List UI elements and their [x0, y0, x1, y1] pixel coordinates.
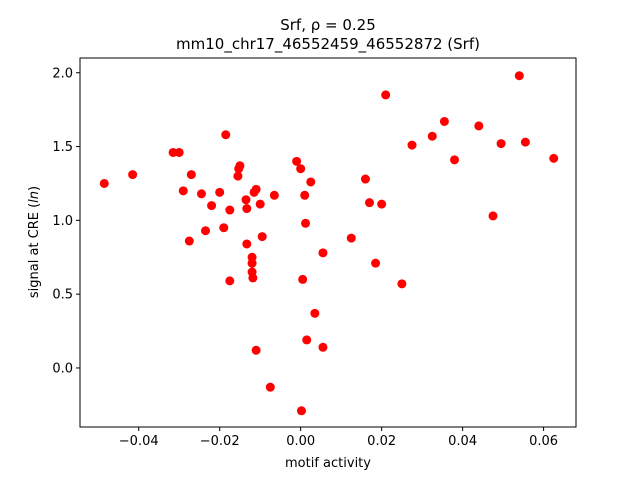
- data-point-29: [257, 232, 267, 242]
- data-point-24: [248, 273, 258, 283]
- data-point-49: [397, 279, 407, 289]
- data-point-18: [241, 195, 251, 205]
- data-point-30: [265, 382, 275, 392]
- data-point-0: [99, 178, 109, 188]
- data-point-44: [360, 174, 370, 184]
- data-point-57: [514, 71, 524, 81]
- data-points: [99, 71, 559, 416]
- data-point-6: [186, 170, 196, 180]
- data-point-37: [301, 218, 311, 228]
- data-point-5: [184, 236, 194, 246]
- data-point-10: [215, 187, 225, 197]
- data-point-58: [520, 137, 530, 147]
- data-point-26: [251, 184, 261, 194]
- data-point-52: [439, 116, 449, 126]
- y-tick-label-0: 0.0: [52, 361, 73, 376]
- data-point-1: [128, 170, 138, 180]
- x-tick-label-2: 0.00: [286, 434, 315, 449]
- data-point-48: [381, 90, 391, 100]
- data-point-33: [296, 164, 306, 174]
- data-point-43: [346, 233, 356, 243]
- y-axis-label: signal at CRE (ln): [27, 186, 42, 298]
- y-axis-ticks: 0.0 0.5 1.0 1.5 2.0: [52, 66, 80, 376]
- data-point-59: [549, 153, 559, 163]
- plot-frame: [79, 57, 577, 428]
- data-point-38: [302, 335, 312, 345]
- data-point-42: [318, 342, 328, 352]
- data-point-46: [371, 258, 381, 268]
- data-point-55: [488, 211, 498, 221]
- data-point-13: [225, 205, 235, 215]
- data-point-34: [296, 406, 306, 416]
- data-point-12: [221, 130, 231, 140]
- chart-subtitle: mm10_chr17_46552459_46552872 (Srf): [176, 35, 480, 54]
- data-point-56: [496, 139, 506, 149]
- data-point-31: [269, 190, 279, 200]
- y-tick-label-3: 1.5: [52, 140, 73, 155]
- x-tick-label-1: −0.02: [200, 434, 240, 449]
- x-axis-ticks: −0.04 −0.02 0.00 0.02 0.04 0.06: [119, 427, 558, 449]
- chart-title: Srf, ρ = 0.25: [280, 16, 376, 34]
- data-point-4: [178, 186, 188, 196]
- data-point-22: [247, 258, 257, 268]
- data-point-36: [300, 190, 310, 200]
- data-point-35: [298, 274, 308, 284]
- data-point-20: [242, 239, 252, 249]
- data-point-14: [225, 276, 235, 286]
- data-point-51: [427, 131, 437, 141]
- data-point-28: [255, 199, 265, 209]
- data-point-8: [201, 226, 211, 236]
- x-tick-label-0: −0.04: [119, 434, 159, 449]
- x-axis-label: motif activity: [285, 456, 371, 471]
- data-point-45: [365, 198, 374, 208]
- data-point-40: [310, 308, 320, 318]
- data-point-41: [318, 248, 328, 258]
- data-point-17: [235, 161, 245, 171]
- data-point-47: [377, 199, 387, 209]
- data-point-53: [450, 155, 460, 165]
- x-tick-label-4: 0.04: [448, 434, 477, 449]
- data-point-32: [292, 156, 302, 166]
- data-point-50: [407, 140, 417, 150]
- data-point-19: [242, 204, 252, 214]
- y-tick-label-1: 0.5: [52, 288, 73, 303]
- y-tick-label-2: 1.0: [52, 214, 73, 229]
- data-point-7: [196, 189, 206, 199]
- data-point-54: [474, 121, 484, 131]
- data-point-3: [174, 147, 184, 157]
- data-point-15: [233, 171, 243, 181]
- data-point-27: [251, 345, 261, 355]
- x-tick-label-3: 0.02: [367, 434, 396, 449]
- data-point-39: [306, 177, 316, 187]
- x-tick-label-5: 0.06: [529, 434, 558, 449]
- y-tick-label-4: 2.0: [52, 66, 73, 81]
- data-point-11: [219, 223, 229, 233]
- data-point-9: [207, 201, 217, 211]
